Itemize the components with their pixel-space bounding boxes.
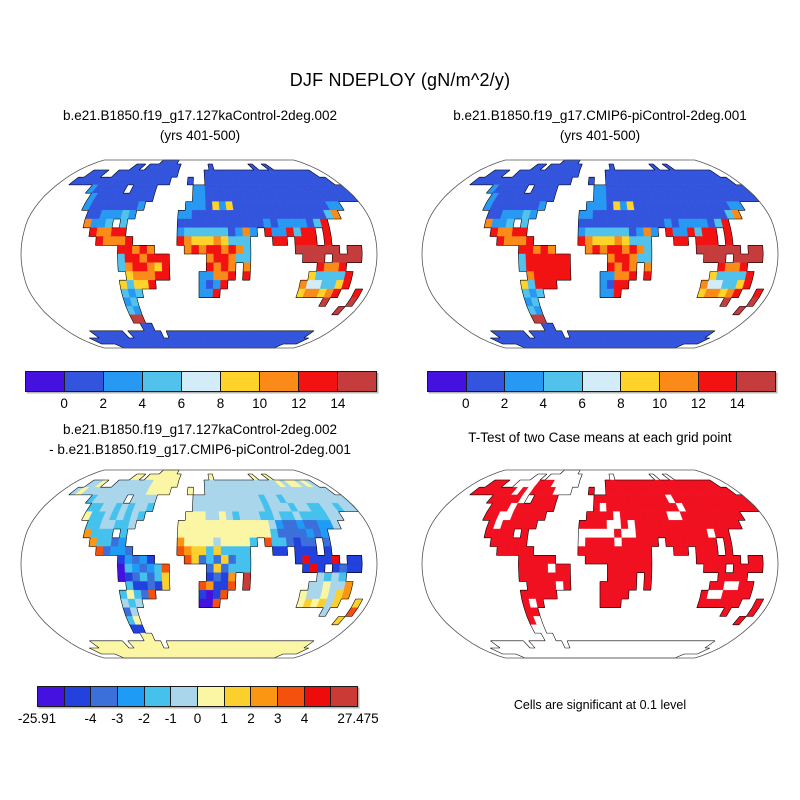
colorbar-tick-label: 4: [539, 396, 548, 411]
colorbar-tick-label: 1: [220, 711, 228, 726]
colorbar-tick-label: 14: [729, 396, 745, 411]
panel-title-top-left-line1: b.e21.B1850.f19_g17.127kaControl-2deg.00…: [63, 108, 337, 123]
panel-title-bottom-right-line1: T-Test of two Case means at each grid po…: [468, 430, 732, 445]
colorbar-ticks: 0 2 4 6 8 10 12 14: [25, 392, 377, 411]
colorbar-tick-label: 10: [252, 396, 268, 411]
colorbar-segment: [170, 686, 199, 707]
colorbar-segment: [63, 686, 92, 707]
colorbar-segment: [90, 686, 119, 707]
colorbar-tick-label: 6: [177, 396, 186, 411]
colorbar-segment: [143, 686, 172, 707]
panel-title-top-right: b.e21.B1850.f19_g17.CMIP6-piControl-2deg…: [408, 106, 792, 146]
colorbar-difference: -25.91 -4 -3 -2 -1 0 1 2 3 4 27.475: [18, 686, 379, 726]
colorbar-segment: [64, 371, 104, 392]
colorbar-segment: [504, 371, 545, 392]
colorbar-tick-label: 10: [652, 396, 668, 411]
colorbar-ticks: 0 2 4 6 8 10 12 14: [427, 392, 776, 411]
world-map-127ka-control: [20, 159, 378, 349]
panel-title-bottom-left: b.e21.B1850.f19_g17.127kaControl-2deg.00…: [8, 420, 392, 460]
colorbar-tick-label: 0: [193, 711, 202, 726]
colorbar-segment: [117, 686, 145, 707]
colorbar-tick-label: 12: [690, 396, 706, 411]
colorbar-segment: [277, 686, 305, 707]
panel-title-top-left: b.e21.B1850.f19_g17.127kaControl-2deg.00…: [8, 106, 392, 146]
colorbar-segment: [103, 371, 143, 392]
colorbar-tick-label: -3: [111, 711, 124, 726]
colorbar-tick-label: 2: [500, 396, 509, 411]
colorbar-segment: [37, 686, 65, 707]
colorbar-segment: [581, 371, 622, 392]
colorbar-segment: [427, 371, 467, 392]
colorbar-segment: [543, 371, 583, 392]
colorbar-segment: [197, 686, 225, 707]
world-map-ttest: [421, 469, 779, 659]
colorbar-tick-label: 3: [273, 711, 282, 726]
colorbar-tick-label: 0: [60, 396, 68, 411]
panel-title-top-right-line1: b.e21.B1850.f19_g17.CMIP6-piControl-2deg…: [453, 108, 747, 123]
colorbar-tick-label: -1: [164, 711, 177, 726]
world-map-difference: [20, 469, 378, 659]
colorbar-segment: [330, 686, 359, 707]
colorbar-segment: [465, 371, 506, 392]
colorbar-tick-label: -25.91: [17, 711, 57, 726]
colorbar-tick-label: 8: [216, 396, 225, 411]
colorbar-tick-label: 12: [291, 396, 307, 411]
colorbar-boxes: [25, 371, 377, 392]
colorbar-segment: [181, 371, 221, 392]
colorbar-segment: [25, 371, 65, 392]
colorbar-tick-label: 2: [247, 711, 255, 726]
colorbar-tick-label: 4: [300, 711, 309, 726]
colorbar-tick-label: 8: [617, 396, 625, 411]
colorbar-tick-label: 27.475: [337, 711, 379, 726]
colorbar-segment: [697, 371, 738, 392]
panel-title-bottom-left-line2: - b.e21.B1850.f19_g17.CMIP6-piControl-2d…: [49, 442, 351, 457]
colorbar-top-right: 0 2 4 6 8 10 12 14: [427, 371, 777, 411]
colorbar-segment: [337, 371, 377, 392]
colorbar-segment: [298, 371, 338, 392]
panel-title-top-right-line2: (yrs 401-500): [559, 128, 641, 143]
significance-caption: Cells are significant at 0.1 level: [513, 698, 687, 712]
colorbar-segment: [220, 371, 260, 392]
colorbar-segment: [620, 371, 661, 392]
colorbar-ticks: -25.91 -4 -3 -2 -1 0 1 2 3 4 27.475: [18, 707, 379, 726]
panel-title-bottom-left-line1: b.e21.B1850.f19_g17.127kaControl-2deg.00…: [63, 422, 337, 437]
figure-title: DJF NDEPLOY (gN/m^2/y): [289, 70, 511, 90]
colorbar-segment: [259, 371, 299, 392]
colorbar-tick-label: 6: [578, 396, 586, 411]
colorbar-tick-label: 14: [330, 396, 346, 411]
colorbar-segment: [250, 686, 279, 707]
colorbar-tick-label: 2: [99, 396, 107, 411]
colorbar-segment: [303, 686, 332, 707]
colorbar-segment: [659, 371, 699, 392]
colorbar-boxes: [427, 371, 777, 392]
colorbar-tick-label: 4: [138, 396, 147, 411]
world-map-picontrol: [421, 159, 779, 349]
colorbar-tick-label: 0: [462, 396, 470, 411]
colorbar-tick-label: -4: [84, 711, 97, 726]
colorbar-segment: [736, 371, 777, 392]
panel-title-bottom-right: T-Test of two Case means at each grid po…: [408, 428, 792, 448]
colorbar-tick-label: -2: [137, 711, 150, 726]
colorbar-boxes: [37, 686, 359, 707]
colorbar-segment: [142, 371, 182, 392]
colorbar-top-left: 0 2 4 6 8 10 12 14: [25, 371, 377, 411]
colorbar-segment: [223, 686, 252, 707]
panel-title-top-left-line2: (yrs 401-500): [159, 128, 241, 143]
